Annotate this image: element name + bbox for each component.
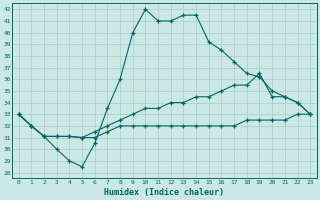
X-axis label: Humidex (Indice chaleur): Humidex (Indice chaleur) bbox=[104, 188, 224, 197]
